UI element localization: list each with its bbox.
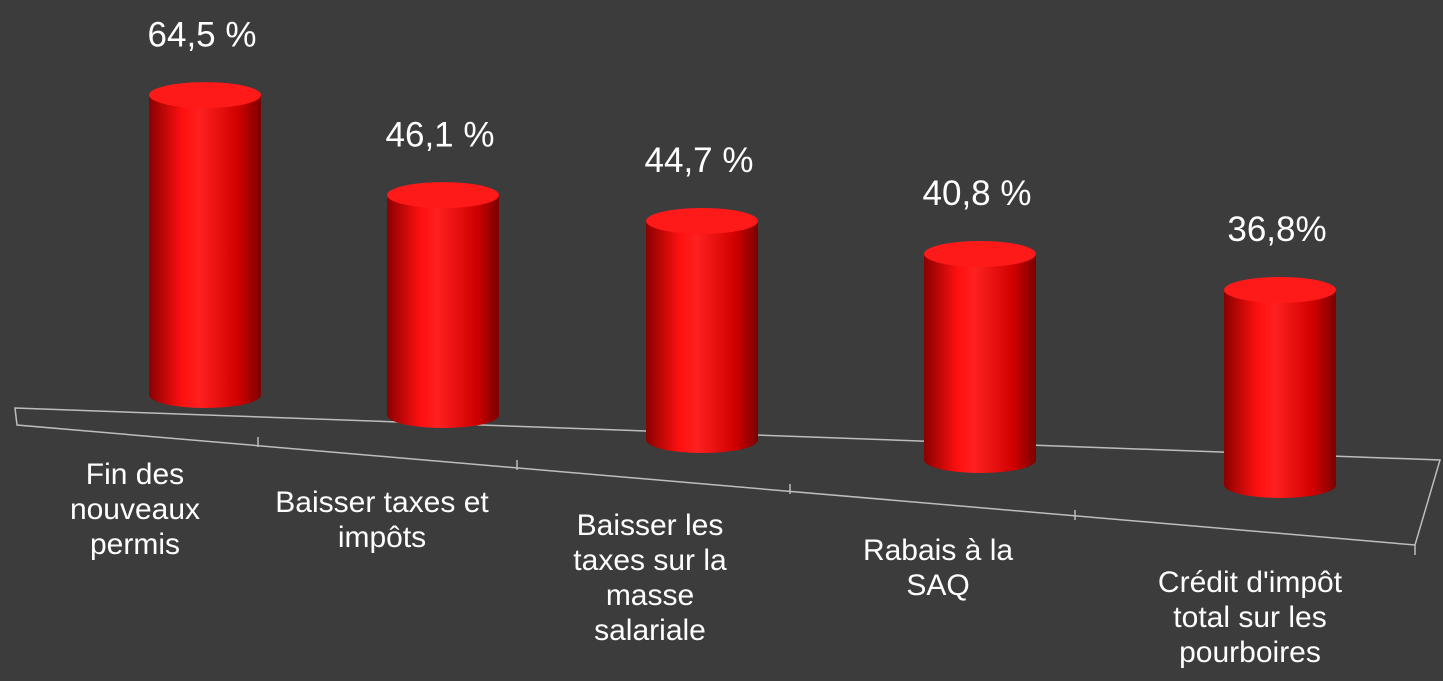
category-label: Fin des nouveaux permis xyxy=(69,458,201,561)
value-label: 36,8% xyxy=(1227,210,1326,249)
bar-top xyxy=(646,207,758,234)
bar xyxy=(646,220,758,453)
category-label: Baisser taxes et impôts xyxy=(275,486,489,554)
category-label: Baisser les taxes sur la masse salariale xyxy=(573,509,727,647)
bar-top xyxy=(387,182,499,209)
value-label: 44,7 % xyxy=(645,141,754,180)
bar xyxy=(924,253,1036,473)
bar xyxy=(387,195,499,428)
bar xyxy=(149,95,261,408)
value-label: 40,8 % xyxy=(923,174,1032,213)
bar-top xyxy=(1224,276,1336,303)
bar-top xyxy=(149,82,261,109)
category-label: Rabais à la SAQ xyxy=(862,534,1014,602)
category-label: Crédit d'impôt total sur les pourboires xyxy=(1157,566,1343,669)
value-label: 64,5 % xyxy=(148,15,257,54)
value-label: 46,1 % xyxy=(386,115,495,154)
bar xyxy=(1224,289,1336,498)
bar-top xyxy=(924,240,1036,267)
